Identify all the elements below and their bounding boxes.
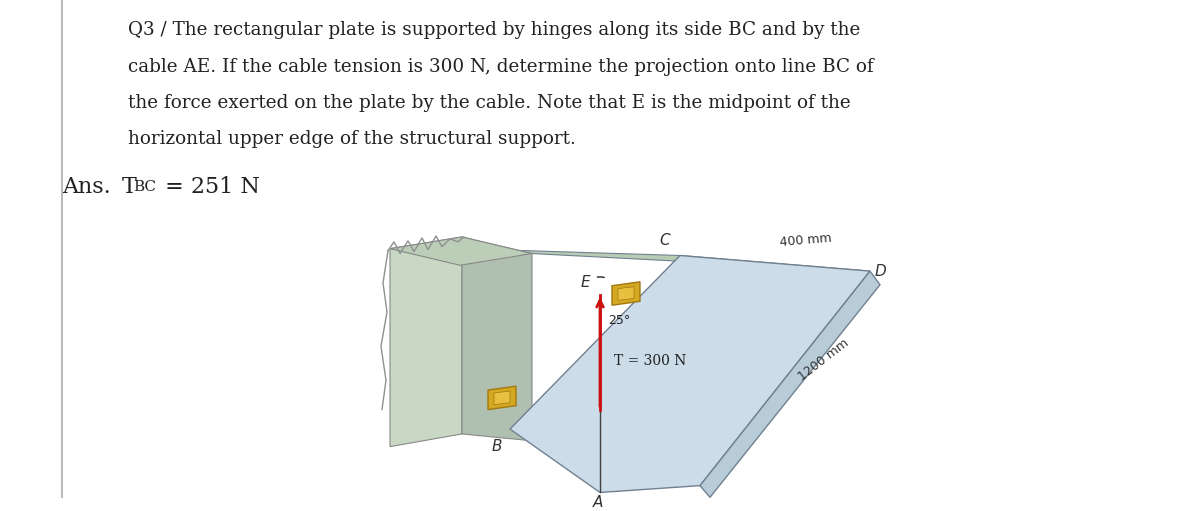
Text: C: C [659,233,670,248]
Text: T = 300 N: T = 300 N [614,354,686,368]
Polygon shape [488,386,516,410]
Polygon shape [494,391,510,405]
Text: = 251 N: = 251 N [158,176,260,198]
Text: horizontal upper edge of the structural support.: horizontal upper edge of the structural … [128,130,576,148]
Polygon shape [510,256,870,493]
Text: E: E [581,274,590,290]
Text: D: D [875,264,887,278]
Text: BC: BC [133,180,156,194]
Polygon shape [390,237,462,447]
Polygon shape [618,287,634,300]
Polygon shape [390,237,532,265]
Polygon shape [700,271,880,497]
Text: 400 mm: 400 mm [779,231,832,249]
Polygon shape [462,249,870,271]
Polygon shape [462,237,532,441]
Text: the force exerted on the plate by the cable. Note that E is the midpoint of the: the force exerted on the plate by the ca… [128,94,851,111]
Text: Ans.: Ans. [62,176,118,198]
Text: A: A [593,495,604,510]
Text: Q3 / The rectangular plate is supported by hinges along its side BC and by the: Q3 / The rectangular plate is supported … [128,21,860,39]
Text: T: T [122,176,137,198]
Text: 1200 mm: 1200 mm [796,337,852,384]
Text: 25°: 25° [608,314,630,327]
Text: B: B [492,439,502,454]
Text: cable AE. If the cable tension is 300 N, determine the projection onto line BC o: cable AE. If the cable tension is 300 N,… [128,58,874,76]
Polygon shape [612,282,640,305]
